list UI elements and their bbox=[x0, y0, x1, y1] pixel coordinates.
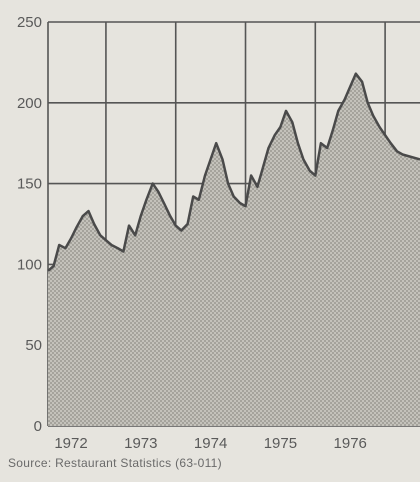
y-tick-label: 0 bbox=[34, 418, 42, 435]
series-line bbox=[47, 72, 420, 272]
x-tick-label: 1974 bbox=[194, 435, 227, 452]
source-note: Source: Restaurant Statistics (63-011) bbox=[8, 456, 222, 470]
y-tick-label: 200 bbox=[17, 95, 42, 112]
x-tick-label: 1973 bbox=[124, 435, 157, 452]
y-axis-ticks: 0 50 100 150 200 250 bbox=[17, 14, 42, 435]
x-tick-label: 1976 bbox=[334, 435, 367, 452]
area-fill bbox=[48, 73, 420, 426]
y-tick-label: 150 bbox=[17, 176, 42, 193]
x-tick-label: 1975 bbox=[264, 435, 297, 452]
x-axis-ticks: 1972 1973 1974 1975 1976 bbox=[54, 435, 367, 452]
x-tick-label: 1972 bbox=[54, 435, 87, 452]
y-tick-label: 100 bbox=[17, 256, 42, 273]
y-tick-label: 250 bbox=[17, 14, 42, 31]
y-tick-label: 50 bbox=[25, 337, 42, 354]
area-series bbox=[47, 72, 420, 426]
